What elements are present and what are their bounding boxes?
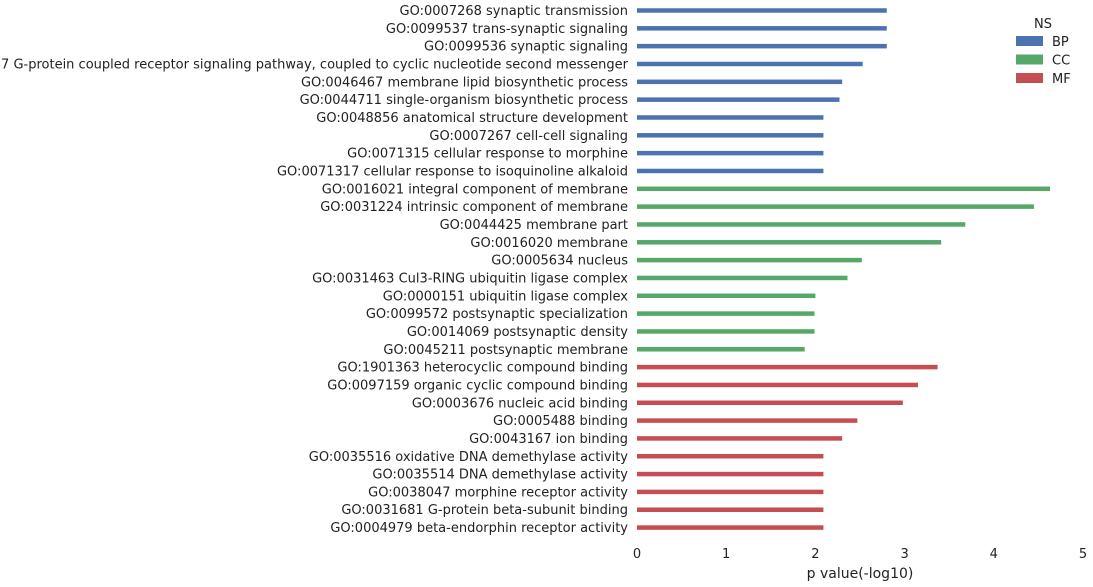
bar-cc bbox=[637, 204, 1034, 209]
category-label: GO:0097159 organic cyclic compound bindi… bbox=[327, 378, 628, 393]
category-label: GO:0003676 nucleic acid binding bbox=[412, 396, 628, 411]
category-label: GO:0099572 postsynaptic specialization bbox=[366, 307, 628, 322]
bar-bp bbox=[637, 43, 887, 49]
bar-cc bbox=[637, 275, 848, 281]
category-label: GO:0005488 binding bbox=[493, 414, 628, 429]
legend-label-bp: BP bbox=[1052, 35, 1069, 50]
category-label: GO:0031463 Cul3-RING ubiquitin ligase co… bbox=[312, 271, 628, 286]
category-label: GO:0044425 membrane part bbox=[440, 218, 628, 233]
category-label: GO:0016020 membrane bbox=[470, 236, 628, 251]
category-label: GO:0038047 morphine receptor activity bbox=[368, 485, 628, 500]
x-axis: 0 1 2 3 4 5 bbox=[633, 547, 1087, 562]
bar-cc bbox=[637, 240, 942, 245]
bar-cc bbox=[637, 329, 815, 334]
category-label: GO:0044711 single-organism biosynthetic … bbox=[300, 93, 629, 108]
category-label: GO:0005634 nucleus bbox=[491, 254, 628, 269]
bar-bp bbox=[637, 133, 824, 138]
bar-bp bbox=[637, 97, 840, 102]
legend: NS BP CC MF bbox=[1016, 17, 1071, 87]
bar-mf bbox=[637, 507, 824, 512]
category-label: GO:0007187 G-protein coupled receptor si… bbox=[0, 57, 629, 72]
category-label: GO:0000151 ubiquitin ligase complex bbox=[383, 289, 629, 304]
legend-swatch-bp bbox=[1016, 36, 1043, 46]
bar-mf bbox=[637, 418, 858, 423]
bar-mf bbox=[637, 400, 903, 406]
bar-bp bbox=[637, 168, 824, 174]
bars-group bbox=[637, 8, 1050, 530]
category-label: GO:1901363 heterocyclic compound binding bbox=[337, 361, 628, 376]
bar-mf bbox=[637, 471, 824, 477]
x-tick-label: 5 bbox=[1079, 547, 1087, 562]
x-tick-label: 4 bbox=[990, 547, 998, 562]
category-label: GO:0046467 membrane lipid biosynthetic p… bbox=[301, 75, 628, 90]
category-label: GO:0031681 G-protein beta-subunit bindin… bbox=[341, 503, 628, 518]
category-label: GO:0048856 anatomical structure developm… bbox=[316, 111, 628, 126]
bar-bp bbox=[637, 61, 863, 67]
category-label: GO:0007268 synaptic transmission bbox=[400, 4, 628, 19]
bar-bp bbox=[637, 26, 887, 31]
category-label: GO:0071317 cellular response to isoquino… bbox=[277, 164, 628, 179]
category-label: GO:0031224 intrinsic component of membra… bbox=[320, 200, 628, 215]
bar-mf bbox=[637, 436, 843, 441]
category-label: GO:0099536 synaptic signaling bbox=[424, 40, 628, 55]
x-tick-label: 0 bbox=[633, 547, 641, 562]
category-label: GO:0016021 integral component of membran… bbox=[322, 182, 628, 197]
x-tick-label: 2 bbox=[811, 547, 819, 562]
bar-mf bbox=[637, 489, 824, 495]
category-label: GO:0071315 cellular response to morphine bbox=[347, 147, 628, 162]
x-axis-label: p value(-log10) bbox=[807, 566, 914, 582]
legend-title: NS bbox=[1034, 17, 1052, 32]
bar-bp bbox=[637, 79, 843, 85]
bar-cc bbox=[637, 257, 862, 263]
legend-swatch-cc bbox=[1016, 54, 1043, 65]
category-labels-group: GO:0007268 synaptic transmission GO:00995… bbox=[0, 4, 629, 536]
category-label: GO:0045211 postsynaptic membrane bbox=[383, 343, 628, 358]
bar-bp bbox=[637, 8, 887, 13]
legend-label-mf: MF bbox=[1052, 72, 1071, 87]
category-label: GO:0014069 postsynaptic density bbox=[407, 325, 628, 340]
bar-cc bbox=[637, 186, 1050, 192]
bar-cc bbox=[637, 293, 816, 299]
bar-bp bbox=[637, 115, 824, 120]
bar-cc bbox=[637, 222, 966, 227]
x-tick-label: 1 bbox=[722, 547, 730, 562]
bar-bp bbox=[637, 150, 824, 156]
category-label: GO:0043167 ion binding bbox=[469, 432, 628, 447]
x-tick-label: 3 bbox=[900, 547, 908, 562]
bar-mf bbox=[637, 525, 824, 530]
bar-mf bbox=[637, 382, 918, 388]
bar-cc bbox=[637, 311, 815, 316]
legend-label-cc: CC bbox=[1052, 54, 1070, 69]
bar-cc bbox=[637, 347, 805, 352]
bar-mf bbox=[637, 454, 824, 459]
category-label: GO:0007267 cell-cell signaling bbox=[429, 129, 628, 144]
legend-swatch-mf bbox=[1016, 73, 1043, 83]
category-label: GO:0099537 trans-synaptic signaling bbox=[386, 22, 628, 37]
bar-mf bbox=[637, 364, 938, 370]
category-label: GO:0035516 oxidative DNA demethylase act… bbox=[309, 450, 629, 465]
category-label: GO:0004979 beta-endorphin receptor activ… bbox=[330, 521, 628, 536]
category-label: GO:0035514 DNA demethylase activity bbox=[372, 468, 628, 483]
